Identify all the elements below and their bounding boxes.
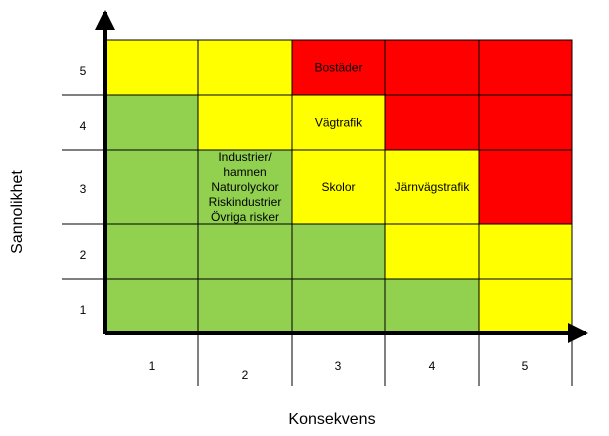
matrix-cell [197, 149, 293, 225]
matrix-cell [197, 94, 293, 151]
x-tick-label: 3 [335, 359, 342, 373]
matrix-cell [291, 94, 386, 151]
risk-label-skolor: Skolor [321, 180, 355, 194]
matrix-cell [384, 149, 480, 225]
matrix-cell [197, 223, 293, 280]
matrix-cell [478, 278, 573, 334]
risk-label-bostader: Bostäder [314, 61, 362, 75]
matrix-cell [384, 223, 480, 280]
matrix-cell [478, 223, 573, 280]
y-tick-label: 5 [80, 64, 87, 78]
risk-label-industrier-group: Industrier/hamnenNaturolyckorRiskindustr… [209, 150, 282, 224]
risk-label-vagtrafik: Vägtrafik [315, 116, 363, 130]
matrix-cell [478, 39, 573, 96]
y-tick-label: 2 [80, 248, 87, 262]
y-tick-label: 1 [80, 303, 87, 317]
risk-label-line: Järnvägstrafik [395, 180, 471, 194]
matrix-cell [104, 94, 199, 151]
risk-label-line: Riskindustrier [209, 195, 282, 209]
matrix-cell [384, 94, 480, 151]
x-tick-label: 5 [522, 359, 529, 373]
risk-label-jarnvagstrafik: Järnvägstrafik [395, 180, 471, 194]
matrix-cell [197, 39, 293, 96]
risk-label-line: Övriga risker [211, 210, 279, 224]
risk-labels: Bostäder Vägtrafik Skolor Järnvägstrafik Ind… [209, 61, 471, 225]
matrix-cell [478, 149, 573, 225]
axis-ticks: 5 4 3 2 1 1 2 3 4 5 [80, 64, 529, 382]
matrix-cell [291, 278, 386, 334]
matrix-cell [291, 149, 386, 225]
matrix-gridlines [62, 94, 573, 386]
y-axis-label: Sannolikhet [9, 170, 26, 254]
x-tick-label: 2 [242, 368, 249, 382]
risk-label-line: Naturolyckor [211, 180, 278, 194]
risk-label-line: Industrier/ [218, 150, 272, 164]
x-axis-label: Konsekvens [288, 411, 375, 428]
y-tick-label: 4 [80, 119, 87, 133]
matrix-cell [384, 278, 480, 334]
y-tick-label: 3 [80, 182, 87, 196]
x-tick-label: 4 [429, 359, 436, 373]
risk-label-line: Vägtrafik [315, 116, 363, 130]
matrix-cell [104, 223, 199, 280]
risk-label-line: Bostäder [314, 61, 362, 75]
matrix-cells [104, 39, 573, 334]
x-tick-label: 1 [149, 359, 156, 373]
matrix-cell [104, 149, 199, 225]
risk-label-line: Skolor [321, 180, 355, 194]
matrix-cell [478, 94, 573, 151]
matrix-cell [104, 39, 199, 96]
matrix-cell [197, 278, 293, 334]
matrix-cell [291, 223, 386, 280]
matrix-cell [104, 278, 199, 334]
matrix-cell [291, 39, 386, 96]
risk-label-line: hamnen [223, 165, 266, 179]
matrix-cell [384, 39, 480, 96]
